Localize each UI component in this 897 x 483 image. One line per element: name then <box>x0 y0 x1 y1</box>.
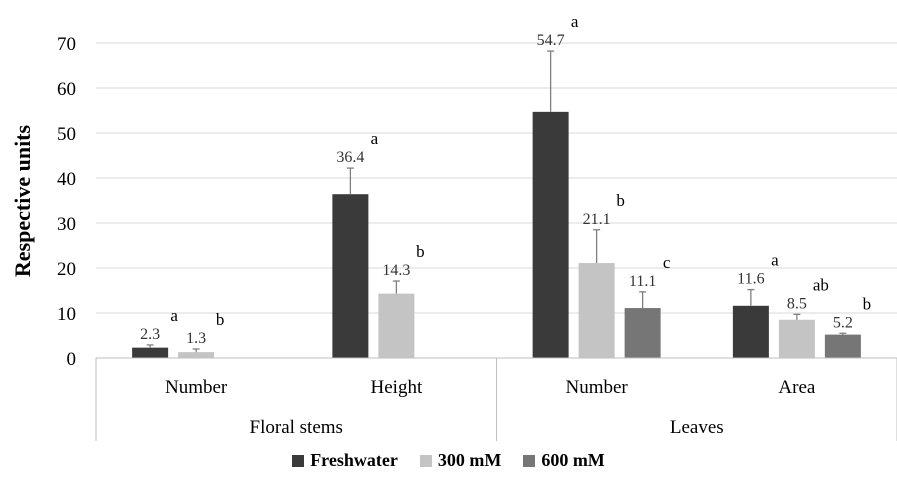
y-tick-labels: 0 10 20 30 40 50 60 70 <box>57 34 76 370</box>
legend-item: 600 mM <box>523 450 605 471</box>
data-label: 54.7 <box>537 32 565 49</box>
data-label: 2.3 <box>140 326 160 343</box>
y-tick-label: 20 <box>57 259 76 280</box>
bar <box>824 334 861 358</box>
legend-label: 300 mM <box>437 450 502 470</box>
data-label: 11.6 <box>737 271 764 288</box>
significance-letter: b <box>863 294 872 313</box>
legend-swatch <box>419 454 432 467</box>
y-tick-label: 10 <box>57 304 76 325</box>
bar <box>732 305 769 358</box>
x-axis: Number Height Number Area Floral stems Leaves <box>95 357 897 441</box>
significance-letter: a <box>771 251 779 270</box>
legend-label: 600 mM <box>541 450 605 470</box>
bar <box>332 194 369 358</box>
bar <box>132 347 169 358</box>
significance-letter: a <box>571 12 579 31</box>
legend: Freshwater 300 mM 600 mM <box>0 450 897 471</box>
significance-letter: b <box>216 310 225 329</box>
category-label: Number <box>565 377 628 398</box>
bar <box>378 293 415 358</box>
group-label: Leaves <box>670 417 724 438</box>
bar <box>578 263 615 358</box>
legend-swatch <box>292 454 305 467</box>
bar <box>532 111 569 358</box>
group-label: Floral stems <box>250 417 343 438</box>
legend-item: Freshwater <box>292 450 398 471</box>
bars <box>132 111 861 358</box>
significance-letter: b <box>416 242 425 261</box>
data-label: 8.5 <box>787 295 807 312</box>
significance-letter: c <box>663 253 671 272</box>
y-tick-label: 30 <box>57 214 76 235</box>
legend-label: Freshwater <box>310 450 398 470</box>
category-label: Height <box>371 377 423 398</box>
y-tick-label: 40 <box>57 169 76 190</box>
bar <box>778 319 815 358</box>
gridlines <box>96 42 897 314</box>
significance-letter: a <box>170 306 178 325</box>
data-label: 36.4 <box>336 149 364 166</box>
error-bars <box>146 50 847 353</box>
y-tick-label: 60 <box>57 79 76 100</box>
data-label: 5.2 <box>833 314 853 331</box>
significance-letter: b <box>616 191 625 210</box>
significance-letter: ab <box>813 275 829 294</box>
y-tick-label: 50 <box>57 124 76 145</box>
bar <box>624 308 661 358</box>
data-label: 11.1 <box>629 273 656 290</box>
data-labels: 2.3 36.4 54.7 11.6 1.3 14.3 21.1 8.5 11.1 5.2 <box>140 32 853 347</box>
data-label: 1.3 <box>186 330 206 347</box>
legend-swatch <box>523 454 536 467</box>
y-tick-label: 70 <box>57 34 76 55</box>
bar <box>178 352 215 358</box>
y-axis-title: Respective units <box>10 124 35 277</box>
category-label: Area <box>778 377 815 398</box>
category-label: Number <box>165 377 228 398</box>
data-label: 14.3 <box>382 262 410 279</box>
y-tick-label: 0 <box>67 349 77 370</box>
significance-letter: a <box>371 129 379 148</box>
legend-item: 300 mM <box>419 450 502 471</box>
data-label: 21.1 <box>583 211 611 228</box>
